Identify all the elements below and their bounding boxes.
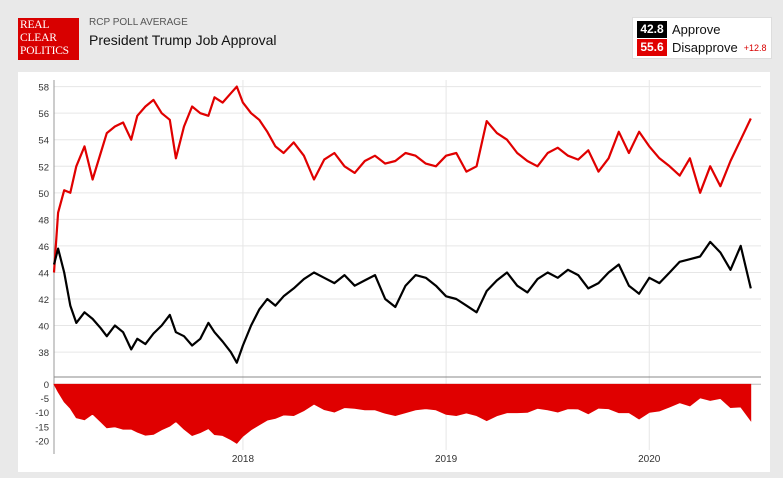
y-tick-label: 58	[38, 83, 49, 94]
logo-line-2: CLEAR	[20, 32, 57, 44]
spread-tick-label: -15	[35, 422, 49, 433]
chart-panel: 38 40 42 44 46 48 50 52 54 56 58 0 -5 -10 -15 -20 2018 20…	[18, 72, 770, 472]
chart-title: President Trump Job Approval	[89, 32, 277, 48]
y-tick-label: 38	[38, 348, 49, 359]
rcp-logo[interactable]: REAL CLEAR POLITICS	[18, 18, 79, 60]
spread-tick-label: -5	[41, 394, 49, 405]
legend-box: 42.8 Approve 55.6 Disapprove +12.8	[632, 17, 772, 59]
y-tick-label: 46	[38, 242, 49, 253]
y-tick-label: 42	[38, 295, 49, 306]
legend-row-approve[interactable]: 42.8 Approve	[637, 21, 720, 38]
chart-svg[interactable]: 38 40 42 44 46 48 50 52 54 56 58 0 -5 -10 -15 -20 2018 20…	[18, 72, 770, 472]
disapprove-label: Disapprove	[672, 40, 738, 55]
y-tick-label: 40	[38, 322, 49, 333]
disapprove-line[interactable]	[52, 85, 752, 273]
y-tick-label: 54	[38, 136, 49, 147]
disapprove-value: 55.6	[637, 39, 667, 56]
legend-row-disapprove[interactable]: 55.6 Disapprove +12.8	[637, 39, 767, 56]
logo-line-1: REAL	[20, 19, 50, 31]
spread-tick-label: 0	[44, 380, 49, 391]
approve-line[interactable]	[52, 240, 752, 364]
y-tick-label: 56	[38, 109, 49, 120]
spread-tick-label: -20	[35, 437, 49, 448]
y-tick-label: 44	[38, 268, 49, 279]
spread-area[interactable]	[53, 383, 752, 444]
spread-value: +12.8	[743, 42, 767, 53]
approve-label: Approve	[672, 22, 721, 37]
spread-tick-label: -10	[35, 408, 49, 419]
logo-line-3: POLITICS	[20, 45, 69, 57]
x-tick-label: 2018	[232, 454, 255, 465]
chart-kicker: RCP POLL AVERAGE	[89, 17, 188, 28]
x-tick-label: 2020	[638, 454, 661, 465]
y-tick-label: 50	[38, 189, 49, 200]
y-tick-label: 48	[38, 215, 49, 226]
x-tick-label: 2019	[435, 454, 458, 465]
y-tick-label: 52	[38, 162, 49, 173]
approve-value: 42.8	[637, 21, 667, 38]
